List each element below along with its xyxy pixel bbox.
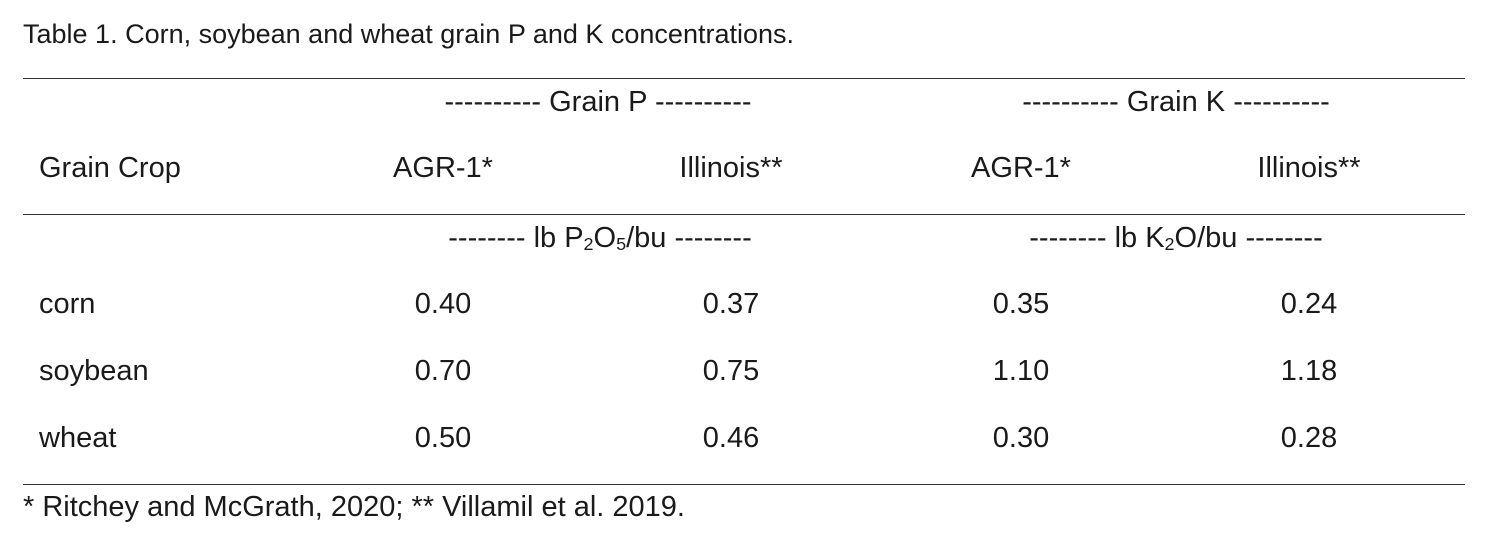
cell-k-agr1: 0.30 [992,422,1050,454]
cell-p-agr1: 0.50 [414,422,472,454]
unit-p-prefix: -------- lb P [448,222,584,254]
column-header-p-agr1: AGR-1* [393,152,493,184]
cell-k-agr1: 1.10 [992,355,1050,387]
column-header-k-agr1: AGR-1* [971,152,1071,184]
unit-k-prefix: -------- lb K [1029,222,1165,254]
table-caption: Table 1. Corn, soybean and wheat grain P… [23,19,795,49]
cell-k-agr1: 0.35 [992,288,1050,320]
unit-p-subscript-2: 5 [616,234,627,255]
group-header-grain-k: ---------- Grain K ---------- [1022,86,1330,118]
unit-p-suffix: /bu -------- [626,222,752,254]
unit-k-suffix: O/bu -------- [1174,222,1323,254]
cell-p-illinois: 0.37 [702,288,760,320]
cell-k-illinois: 0.28 [1280,422,1338,454]
unit-k-subscript-1: 2 [1164,234,1175,255]
column-header-grain-crop: Grain Crop [39,152,181,184]
column-header-p-illinois: Illinois** [679,152,783,184]
top-rule [23,78,1465,79]
unit-label-k: -------- lb K2O/bu -------- [1029,218,1322,258]
unit-p-mid: O [593,222,617,254]
cell-k-illinois: 1.18 [1280,355,1338,387]
cell-k-illinois: 0.24 [1280,288,1338,320]
cell-p-agr1: 0.40 [414,288,472,320]
unit-label-p: -------- lb P2O5/bu -------- [448,218,752,258]
bottom-rule [23,484,1465,485]
cell-p-illinois: 0.46 [702,422,760,454]
cell-p-agr1: 0.70 [414,355,472,387]
footnote: * Ritchey and McGrath, 2020; ** Villamil… [23,491,685,523]
unit-p-subscript-1: 2 [583,234,594,255]
column-header-k-illinois: Illinois** [1257,152,1361,184]
row-crop: soybean [39,355,149,387]
group-header-grain-p: ---------- Grain P ---------- [444,86,752,118]
cell-p-illinois: 0.75 [702,355,760,387]
row-crop: corn [39,288,96,320]
row-crop: wheat [39,422,117,454]
header-rule [23,214,1465,215]
